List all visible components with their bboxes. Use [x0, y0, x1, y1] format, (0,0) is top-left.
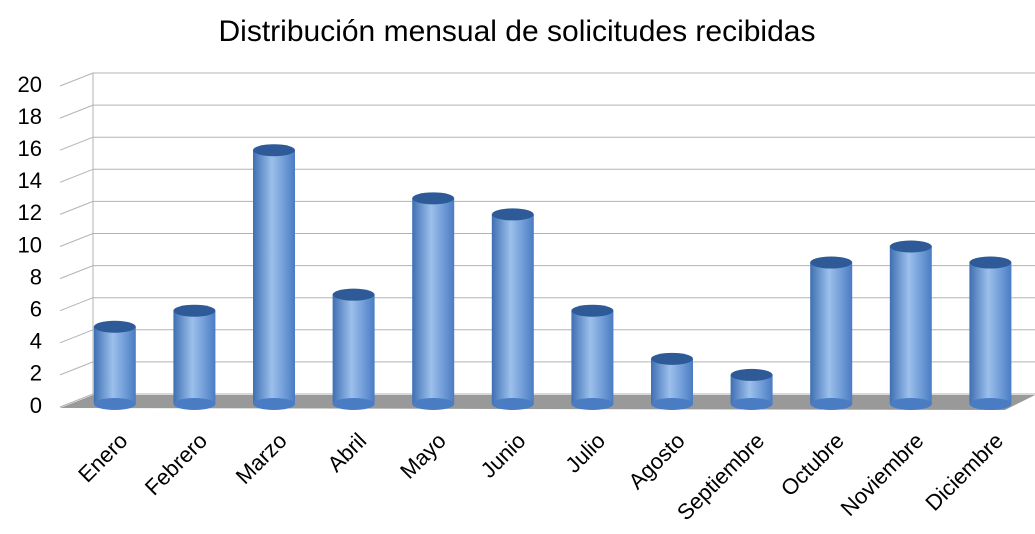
bar-top [93, 320, 136, 333]
x-tick-label: Diciembre [920, 428, 1008, 516]
bar-base [651, 398, 693, 410]
bar-body [332, 294, 375, 404]
y-tick-label: 0 [30, 393, 42, 418]
bar-base [810, 398, 853, 410]
bar-body [810, 262, 853, 404]
side-grid-line [59, 200, 94, 215]
bar-top [730, 368, 773, 381]
bar-top [969, 256, 1012, 269]
bar-top [253, 144, 295, 157]
bar-base [173, 398, 216, 410]
bar-top [571, 304, 614, 317]
y-tick-label: 14 [18, 168, 42, 193]
bar-top [651, 352, 693, 365]
bar-body [412, 198, 455, 404]
bar-base [730, 398, 773, 410]
x-tick-label: Mayo [395, 428, 451, 484]
bar [93, 320, 136, 410]
bar-top [412, 192, 455, 205]
floor [60, 395, 1035, 410]
side-grid-line [59, 393, 94, 408]
side-grid-line [59, 136, 94, 151]
y-tick-label: 8 [30, 264, 42, 289]
y-tick-label: 4 [30, 329, 42, 354]
y-tick-label: 18 [18, 104, 42, 129]
bar-base [969, 398, 1012, 410]
bar-body [889, 246, 932, 404]
y-tick-label: 10 [18, 232, 42, 257]
x-tick-label: Agosto [624, 428, 690, 494]
side-grid-line [59, 297, 94, 312]
bar [173, 304, 216, 410]
bar [412, 192, 455, 410]
bar-top [173, 304, 216, 317]
bar-body [253, 150, 295, 404]
bar-body [651, 358, 693, 404]
bar [969, 256, 1012, 410]
bar [491, 208, 534, 410]
y-tick-label: 20 [18, 72, 42, 97]
bar [889, 240, 932, 410]
side-grid-line [59, 168, 94, 183]
x-tick-label: Junio [476, 428, 531, 483]
bar-top [491, 208, 534, 221]
bar-base [412, 398, 455, 410]
bar [651, 352, 693, 410]
bar-base [253, 398, 295, 410]
bar-top [332, 288, 375, 301]
side-grid-line [59, 329, 94, 344]
bar-top [810, 256, 853, 269]
bar-base [332, 398, 375, 410]
y-tick-label: 6 [30, 297, 42, 322]
chart-title: Distribución mensual de solicitudes reci… [219, 15, 816, 48]
bar-body [571, 310, 614, 404]
side-grid-line [59, 104, 94, 119]
side-grid-line [59, 265, 94, 280]
bar-base [571, 398, 614, 410]
x-tick-label: Octubre [776, 428, 849, 501]
x-tick-label: Febrero [140, 428, 212, 500]
side-grid-line [59, 72, 94, 87]
bar [253, 144, 295, 410]
bar-body [491, 214, 534, 404]
bar-top [889, 240, 932, 253]
x-tick-label: Marzo [231, 428, 292, 489]
bar-base [93, 398, 136, 410]
bar-base [889, 398, 932, 410]
y-tick-label: 12 [18, 200, 42, 225]
bar [730, 368, 773, 410]
side-grid-line [59, 361, 94, 376]
x-tick-label: Julio [560, 428, 610, 478]
x-tick-label: Noviembre [836, 428, 929, 521]
bar-body [93, 326, 136, 404]
bar-body [969, 262, 1012, 404]
bar [810, 256, 853, 410]
side-grid-line [59, 233, 94, 247]
y-tick-label: 2 [30, 361, 42, 386]
bar-base [491, 398, 534, 410]
x-tick-label: Septiembre [672, 428, 769, 525]
x-tick-label: Abril [322, 428, 371, 477]
x-tick-label: Enero [73, 428, 132, 487]
y-tick-label: 16 [18, 136, 42, 161]
bar [332, 288, 375, 410]
bar-body [173, 310, 216, 404]
bar [571, 304, 614, 410]
